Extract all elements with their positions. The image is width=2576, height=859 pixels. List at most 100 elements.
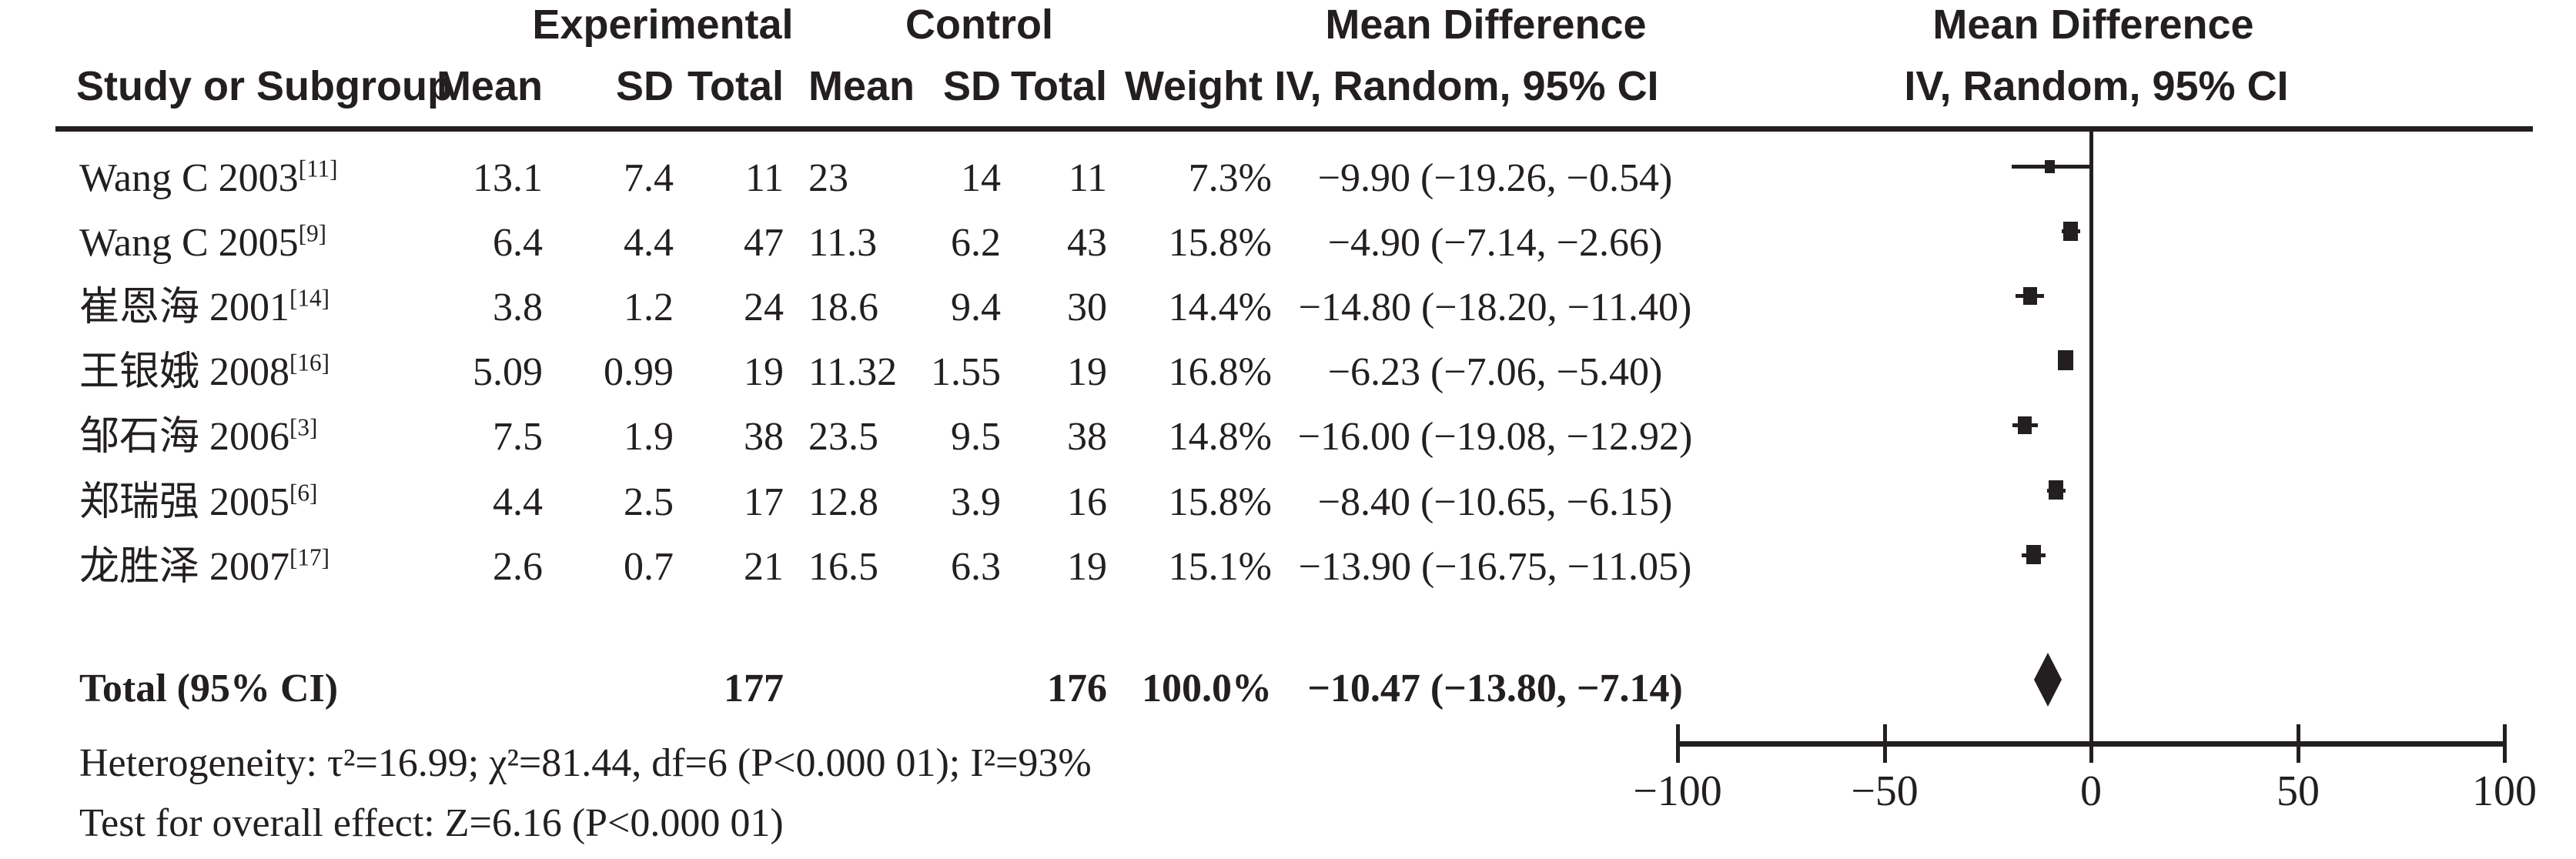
study-reference-superscript: [9] <box>298 219 327 247</box>
column-header-ctrl-mean: Mean <box>808 63 915 109</box>
effect-square <box>2058 350 2073 370</box>
ctrl-total-cell: 11 <box>1068 156 1107 200</box>
effect-square <box>2018 416 2032 434</box>
ctrl-total-cell: 43 <box>1067 221 1107 265</box>
exp-total-cell: 17 <box>744 480 784 524</box>
exp-sd-cell: 0.99 <box>604 350 674 394</box>
study-reference-superscript: [3] <box>289 413 318 441</box>
axis-tick <box>2503 724 2507 763</box>
column-header-weight: Weight <box>1125 63 1263 109</box>
study-label: 王银娥 2008[16] <box>79 349 330 394</box>
ctrl-mean-cell: 11.3 <box>808 221 878 265</box>
weight-cell: 14.8% <box>1168 415 1272 459</box>
column-header-study: Study or Subgroup <box>76 63 453 109</box>
group-header-mean-difference-left: Mean Difference <box>1325 2 1647 48</box>
effect-square <box>2049 480 2063 500</box>
axis-tick <box>1883 724 1887 763</box>
axis-tick-label: −50 <box>1851 767 1919 815</box>
total-weight: 100.0% <box>1142 667 1272 710</box>
ctrl-total-cell: 19 <box>1067 545 1107 589</box>
md-ci-cell: −6.23 (−7.06, −5.40) <box>1327 350 1663 394</box>
weight-cell: 14.4% <box>1168 286 1272 329</box>
column-header-ctrl-total: Total <box>1011 63 1107 109</box>
ctrl-sd-cell: 3.9 <box>951 480 1001 524</box>
axis-tick <box>2297 724 2300 763</box>
effect-square <box>2063 222 2078 241</box>
ctrl-sd-cell: 9.4 <box>951 286 1001 329</box>
exp-sd-cell: 1.9 <box>624 415 674 459</box>
weight-cell: 15.1% <box>1168 545 1272 589</box>
exp-total-cell: 19 <box>744 350 784 394</box>
study-reference-superscript: [6] <box>289 479 318 506</box>
axis-tick <box>1676 724 1680 763</box>
study-label: 崔恩海 2001[14] <box>79 284 330 329</box>
zero-line <box>2089 132 2093 744</box>
exp-sd-cell: 0.7 <box>624 545 674 589</box>
axis-tick-label: 100 <box>2472 767 2537 815</box>
exp-sd-cell: 4.4 <box>624 221 674 265</box>
exp-mean-cell: 4.4 <box>493 480 543 524</box>
total-md-text: −10.47 (−13.80, −7.14) <box>1307 667 1683 710</box>
study-label: Wang C 2005[9] <box>79 219 327 265</box>
ctrl-sd-cell: 6.3 <box>951 545 1001 589</box>
ctrl-total-cell: 38 <box>1067 415 1107 459</box>
study-label: 龙胜泽 2007[17] <box>79 543 330 589</box>
study-label: 邹石海 2006[3] <box>79 413 318 459</box>
heterogeneity-text: Heterogeneity: τ²=16.99; χ²=81.44, df=6 … <box>79 741 1092 785</box>
ctrl-mean-cell: 23 <box>808 156 848 200</box>
md-ci-cell: −13.90 (−16.75, −11.05) <box>1298 545 1692 589</box>
column-header-iv-random-left: IV, Random, 95% CI <box>1274 63 1659 109</box>
exp-total-cell: 47 <box>744 221 784 265</box>
total-label: Total (95% CI) <box>79 667 339 710</box>
exp-total-cell: 21 <box>744 545 784 589</box>
axis-tick-label: −100 <box>1633 767 1722 815</box>
axis-tick-label: 50 <box>2277 767 2320 815</box>
md-ci-cell: −8.40 (−10.65, −6.15) <box>1317 480 1673 524</box>
effect-square <box>2026 545 2041 564</box>
group-header-experimental: Experimental <box>532 2 794 48</box>
header-rule <box>55 126 2533 132</box>
axis-tick-label: 0 <box>2080 767 2102 815</box>
exp-mean-cell: 13.1 <box>473 156 543 200</box>
ctrl-sd-cell: 9.5 <box>951 415 1001 459</box>
study-reference-superscript: [17] <box>289 543 330 571</box>
exp-mean-cell: 6.4 <box>493 221 543 265</box>
exp-sd-cell: 1.2 <box>624 286 674 329</box>
ctrl-sd-cell: 1.55 <box>931 350 1001 394</box>
total-diamond <box>2034 653 2062 707</box>
study-reference-superscript: [11] <box>298 155 338 182</box>
ctrl-mean-cell: 18.6 <box>808 286 878 329</box>
ctrl-mean-cell: 16.5 <box>808 545 878 589</box>
ctrl-mean-cell: 23.5 <box>808 415 878 459</box>
md-ci-cell: −4.90 (−7.14, −2.66) <box>1327 221 1663 265</box>
weight-cell: 15.8% <box>1168 221 1272 265</box>
exp-total-cell: 11 <box>744 156 784 200</box>
overall-effect-text: Test for overall effect: Z=6.16 (P<0.000… <box>79 801 784 845</box>
exp-sd-cell: 7.4 <box>624 156 674 200</box>
column-header-exp-sd: SD <box>615 63 674 109</box>
md-ci-cell: −14.80 (−18.20, −11.40) <box>1298 286 1692 329</box>
exp-sd-cell: 2.5 <box>624 480 674 524</box>
exp-mean-cell: 3.8 <box>493 286 543 329</box>
column-header-iv-random-right: IV, Random, 95% CI <box>1904 63 2289 109</box>
ctrl-total-cell: 30 <box>1067 286 1107 329</box>
total-exp-total: 177 <box>724 667 784 710</box>
weight-cell: 15.8% <box>1168 480 1272 524</box>
column-header-exp-total: Total <box>687 63 784 109</box>
ctrl-total-cell: 16 <box>1067 480 1107 524</box>
total-ctrl-total: 176 <box>1047 667 1107 710</box>
md-ci-cell: −9.90 (−19.26, −0.54) <box>1317 156 1673 200</box>
group-header-control: Control <box>905 2 1053 48</box>
exp-mean-cell: 5.09 <box>473 350 543 394</box>
study-label: 郑瑞强 2005[6] <box>79 479 318 524</box>
ctrl-sd-cell: 14 <box>961 156 1001 200</box>
exp-mean-cell: 7.5 <box>493 415 543 459</box>
exp-total-cell: 38 <box>744 415 784 459</box>
study-reference-superscript: [14] <box>289 284 330 312</box>
ctrl-sd-cell: 6.2 <box>951 221 1001 265</box>
ctrl-mean-cell: 12.8 <box>808 480 878 524</box>
md-ci-cell: −16.00 (−19.08, −12.92) <box>1297 415 1693 459</box>
ctrl-total-cell: 19 <box>1067 350 1107 394</box>
column-header-exp-mean: Mean <box>436 63 543 109</box>
